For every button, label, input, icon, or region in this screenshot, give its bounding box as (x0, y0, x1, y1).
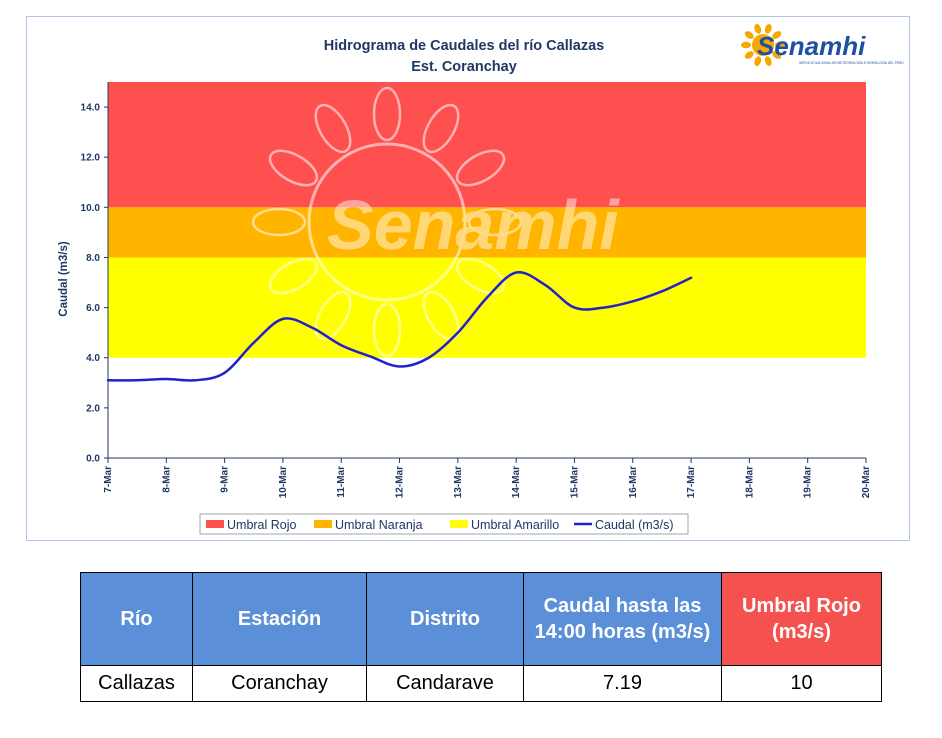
summary-table: Río Estación Distrito Caudal hasta las 1… (80, 572, 882, 702)
x-tick-label: 19-Mar (803, 466, 814, 498)
header-rio: Río (80, 572, 193, 666)
y-axis-ticks: 0.0 2.0 4.0 6.0 8.0 10.0 12.0 14.0 (81, 103, 108, 465)
series-layer (106, 270, 693, 382)
header-estacion: Estación (192, 572, 367, 666)
x-tick-label: 16-Mar (628, 466, 639, 498)
x-tick-label: 11-Mar (336, 466, 347, 498)
legend-label: Umbral Amarillo (471, 518, 559, 532)
cell-distrito: Candarave (366, 665, 524, 702)
x-axis-ticks: 7-Mar 8-Mar 9-Mar 10-Mar 11-Mar 12-Mar 13-Mar 1… (103, 458, 872, 498)
x-tick-label: 14-Mar (511, 466, 522, 498)
chart-subtitle: Est. Coranchay (411, 59, 517, 75)
y-tick-label: 2.0 (86, 403, 100, 414)
threshold-bands (108, 82, 866, 358)
table-row: Callazas Coranchay Candarave 7.19 10 (80, 665, 882, 702)
logo-sun-ray (772, 51, 782, 59)
x-tick-label: 15-Mar (569, 466, 580, 498)
y-tick-label: 10.0 (81, 203, 101, 214)
x-tick-label: 9-Mar (220, 466, 231, 493)
watermark-sun-ray (455, 149, 506, 187)
axes (107, 82, 866, 459)
logo-sun-ray (744, 51, 754, 59)
watermark-sun-ray (251, 207, 307, 237)
table-header-row: Río Estación Distrito Caudal hasta las 1… (80, 572, 882, 666)
cell-caudal: 7.19 (523, 665, 722, 702)
legend-swatch (314, 520, 332, 528)
header-umbral-rojo: Umbral Rojo (m3/s) (721, 572, 882, 666)
cell-rio: Callazas (80, 665, 193, 702)
x-tick-label: 10-Mar (278, 466, 289, 498)
x-tick-label: 20-Mar (861, 466, 872, 498)
legend-swatch (450, 520, 468, 528)
logo-tagline: SERVICIO NACIONAL DE METEOROLOGÍA E HIDR… (799, 60, 904, 65)
y-tick-label: 4.0 (86, 353, 100, 364)
cell-estacion: Coranchay (192, 665, 367, 702)
logo-sun-ray (772, 31, 782, 39)
cell-umbral-rojo: 10 (721, 665, 882, 702)
senamhi-watermark: Senamhi (251, 86, 620, 358)
y-tick-label: 0.0 (86, 454, 100, 465)
y-tick-label: 6.0 (86, 303, 100, 314)
legend-label: Caudal (m3/s) (595, 518, 674, 532)
x-tick-label: 13-Mar (453, 466, 464, 498)
logo-sun-ray (764, 56, 772, 67)
x-tick-label: 17-Mar (686, 466, 697, 498)
header-distrito: Distrito (366, 572, 524, 666)
watermark-sun-ray (422, 103, 460, 154)
logo-sun-ray (754, 56, 762, 67)
logo-sun-ray (754, 23, 762, 34)
watermark-sun-ray (314, 103, 352, 154)
logo-sun-ray (764, 23, 772, 34)
y-tick-label: 8.0 (86, 253, 100, 264)
y-tick-label: 14.0 (81, 103, 101, 114)
chart-title: Hidrograma de Caudales del río Callazas (324, 38, 604, 54)
y-tick-label: 12.0 (81, 153, 101, 164)
senamhi-logo: Senamhi SERVICIO NACIONAL DE METEOROLOGÍ… (741, 23, 904, 67)
legend: Umbral Rojo Umbral Naranja Umbral Amarillo… (206, 518, 674, 532)
watermark-sun-ray (372, 302, 402, 358)
legend-swatch (206, 520, 224, 528)
hydrograph-chart: Senamhi 0.0 2.0 4.0 6.0 8.0 10.0 12.0 14.0 7-Ma… (58, 23, 904, 535)
x-tick-label: 8-Mar (161, 466, 172, 493)
chart-panel: Senamhi 0.0 2.0 4.0 6.0 8.0 10.0 12.0 14.0 7-Ma… (26, 16, 910, 541)
watermark-sun-ray (467, 207, 523, 237)
logo-sun-ray (775, 41, 785, 49)
legend-label: Umbral Naranja (335, 518, 423, 532)
logo-sun-ray (744, 31, 754, 39)
threshold-band-umbral-rojo (108, 82, 866, 208)
watermark-sun-ray (372, 86, 402, 142)
watermark-sun-ray (455, 257, 506, 295)
header-caudal: Caudal hasta las 14:00 horas (m3/s) (523, 572, 722, 666)
watermark-sun-ray (314, 290, 352, 341)
y-axis-label: Caudal (m3/s) (58, 241, 70, 317)
legend-frame (199, 513, 689, 535)
caudal-series-line (106, 270, 693, 382)
x-tick-label: 12-Mar (395, 466, 406, 498)
threshold-band-umbral-naranja (108, 207, 866, 258)
threshold-band-umbral-amarillo (108, 257, 866, 358)
watermark-sun-ray (268, 149, 319, 187)
legend-label: Umbral Rojo (227, 518, 297, 532)
logo-sun-ray (741, 41, 751, 49)
watermark-text: Senamhi (327, 186, 620, 264)
x-tick-label: 18-Mar (744, 466, 755, 498)
x-tick-label: 7-Mar (103, 466, 114, 493)
logo-text: Senamhi (757, 31, 866, 61)
watermark-sun-ray (268, 257, 319, 295)
